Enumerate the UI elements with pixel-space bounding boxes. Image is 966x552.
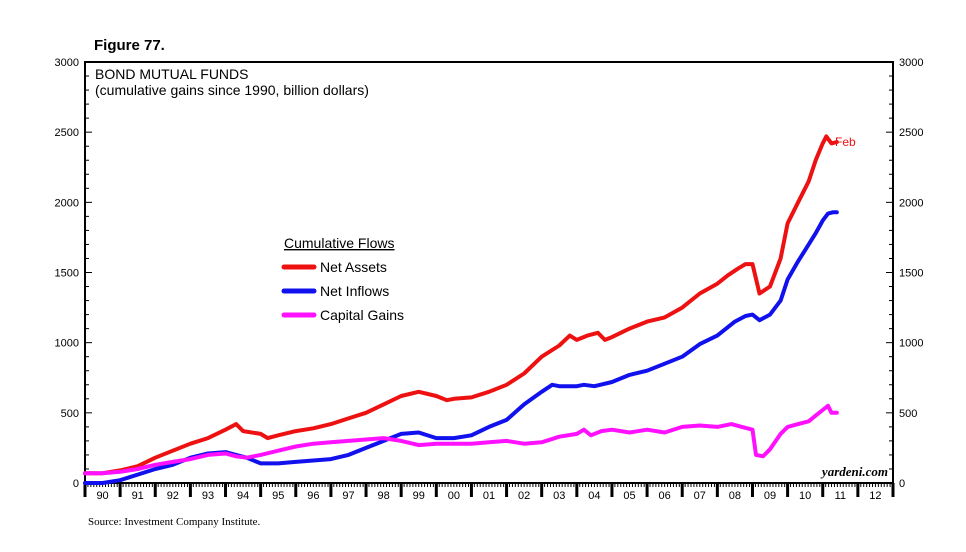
plot-frame: [84, 61, 894, 484]
y-tick-label-left: 3000: [55, 57, 79, 69]
y-tick-label-right: 500: [899, 408, 917, 420]
x-tick-label: 96: [307, 490, 319, 502]
x-tick-label: 90: [96, 490, 108, 502]
x-tick-label: 93: [202, 490, 214, 502]
y-tick-label-left: 2000: [55, 197, 79, 209]
y-tick-label-right: 2000: [899, 197, 923, 209]
y-tick-label-left: 1500: [55, 268, 79, 280]
x-tick-label: 03: [553, 490, 565, 502]
x-tick-label: 01: [483, 490, 495, 502]
series-net-assets-line: [83, 134, 839, 476]
legend-title: Cumulative Flows: [284, 235, 394, 251]
y-tick-label-left: 500: [61, 408, 79, 420]
watermark: yardeni.com: [820, 464, 888, 479]
x-tick-label: 97: [342, 490, 354, 502]
y-tick-label-right: 3000: [899, 57, 923, 69]
chart-title: BOND MUTUAL FUNDS: [95, 66, 249, 82]
y-tick-label-left: 1000: [55, 338, 79, 350]
x-tick-label: 91: [132, 490, 144, 502]
series-layer: [83, 134, 839, 485]
x-tick-label: 94: [237, 490, 249, 502]
x-tick-label: 95: [272, 490, 284, 502]
x-tick-label: 08: [729, 490, 741, 502]
x-tick-label: 11: [835, 490, 846, 502]
legend-capital-gains-label: Capital Gains: [320, 307, 404, 323]
x-tick-label: 10: [799, 490, 811, 502]
series-capital-gains-line: [83, 403, 839, 476]
source-note: Source: Investment Company Institute.: [88, 516, 261, 528]
x-tick-label: 12: [869, 490, 881, 502]
y-tick-label-right: 0: [899, 478, 905, 490]
y-tick-label-right: 2500: [899, 127, 923, 139]
chart-subtitle: (cumulative gains since 1990, billion do…: [95, 82, 369, 98]
x-tick-label: 98: [377, 490, 389, 502]
x-tick-label: 07: [694, 490, 706, 502]
x-tick-label: 00: [448, 490, 460, 502]
y-tick-label-left: 0: [73, 478, 79, 490]
legend: Net Assets Net Inflows Capital Gains: [281, 259, 404, 323]
legend-net-inflows-label: Net Inflows: [320, 283, 389, 299]
y-tick-label-left: 2500: [55, 127, 79, 139]
x-tick-label: 02: [518, 490, 530, 502]
x-tick-label: 99: [413, 490, 425, 502]
y-tick-label-right: 1500: [899, 268, 923, 280]
x-tick-label: 05: [623, 490, 635, 502]
x-tick-label: 09: [764, 490, 776, 502]
x-tick-label: 06: [659, 490, 671, 502]
end-label-feb: Feb: [835, 135, 856, 149]
y-tick-label-right: 1000: [899, 338, 923, 350]
x-tick-label: 04: [588, 490, 600, 502]
figure-label: Figure 77.: [94, 37, 165, 54]
legend-net-assets-label: Net Assets: [320, 259, 387, 275]
x-tick-label: 92: [167, 490, 179, 502]
